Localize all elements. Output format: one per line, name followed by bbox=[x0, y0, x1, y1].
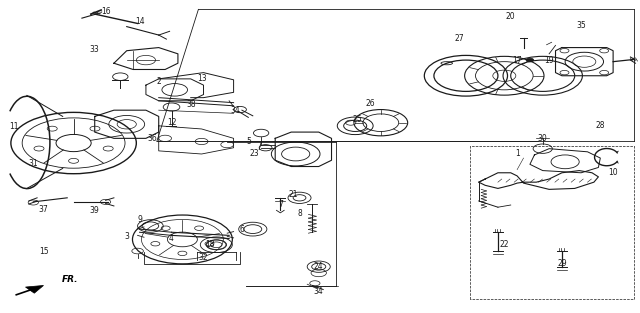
Text: 17: 17 bbox=[512, 56, 522, 64]
Text: FR.: FR. bbox=[61, 275, 78, 284]
Text: 19: 19 bbox=[544, 56, 554, 64]
Text: 27: 27 bbox=[454, 34, 465, 43]
Text: 24: 24 bbox=[314, 262, 324, 271]
Polygon shape bbox=[26, 285, 44, 293]
Text: 20: 20 bbox=[506, 12, 516, 21]
Text: 23: 23 bbox=[250, 150, 260, 158]
Text: 14: 14 bbox=[134, 18, 145, 26]
Text: 6: 6 bbox=[239, 225, 244, 233]
Text: 35: 35 bbox=[576, 21, 586, 30]
Text: 11: 11 bbox=[10, 122, 19, 131]
Text: 22: 22 bbox=[500, 240, 509, 249]
Text: 16: 16 bbox=[100, 8, 111, 16]
Text: 30: 30 bbox=[538, 134, 548, 143]
Text: 29: 29 bbox=[557, 259, 567, 268]
Text: 38: 38 bbox=[186, 100, 196, 109]
Text: 3: 3 bbox=[124, 232, 129, 241]
Text: 8: 8 bbox=[297, 209, 302, 218]
Text: 13: 13 bbox=[196, 74, 207, 83]
Text: 26: 26 bbox=[365, 100, 375, 108]
Text: 33: 33 bbox=[90, 45, 100, 54]
Text: 31: 31 bbox=[28, 159, 38, 168]
Text: 5: 5 bbox=[246, 137, 251, 146]
Text: 32: 32 bbox=[198, 253, 209, 262]
Text: 12: 12 bbox=[167, 118, 176, 126]
Circle shape bbox=[526, 58, 534, 62]
Text: 28: 28 bbox=[596, 121, 605, 130]
Text: 4: 4 bbox=[169, 234, 174, 243]
Text: 21: 21 bbox=[289, 190, 298, 199]
Text: 15: 15 bbox=[38, 247, 49, 255]
Text: 10: 10 bbox=[608, 168, 618, 177]
Text: 25: 25 bbox=[352, 115, 362, 124]
Text: 1: 1 bbox=[515, 150, 520, 158]
Text: 18: 18 bbox=[205, 240, 214, 249]
Text: 2: 2 bbox=[156, 77, 161, 86]
Text: 34: 34 bbox=[230, 106, 241, 115]
Text: 9: 9 bbox=[137, 215, 142, 224]
Text: 39: 39 bbox=[90, 206, 100, 215]
Text: 34: 34 bbox=[314, 287, 324, 296]
Text: 36: 36 bbox=[147, 134, 157, 143]
Text: 37: 37 bbox=[38, 205, 49, 214]
Text: 7: 7 bbox=[278, 200, 283, 208]
